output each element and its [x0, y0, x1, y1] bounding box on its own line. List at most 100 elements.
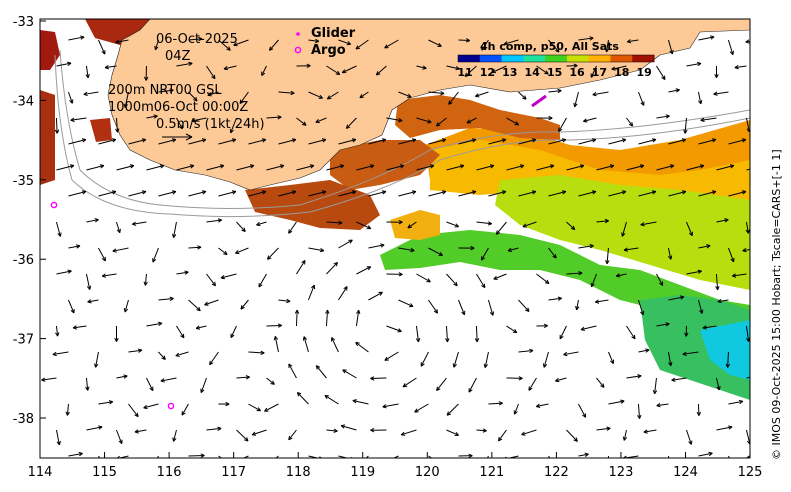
current-arrow-head: [54, 129, 60, 134]
current-arrow: [398, 139, 417, 145]
current-arrow: [685, 429, 692, 445]
current-arrow-head: [573, 63, 578, 68]
current-arrow: [191, 117, 207, 122]
current-arrow: [68, 191, 87, 197]
current-arrow: [488, 139, 507, 145]
current-arrow-head: [448, 100, 453, 105]
current-arrow-head: [470, 245, 475, 251]
current-arrow: [98, 39, 106, 55]
current-arrow-head: [111, 190, 117, 195]
current-arrow-head: [116, 455, 120, 458]
current-arrow-head: [441, 190, 447, 195]
glider-track: [531, 94, 547, 108]
current-arrow-head: [600, 383, 605, 388]
current-arrow: [656, 115, 670, 119]
current-arrow-head: [154, 45, 159, 51]
current-arrow: [746, 168, 750, 171]
current-arrow-head: [652, 389, 658, 395]
sst-field: [40, 19, 750, 400]
current-arrow-head: [193, 96, 198, 102]
current-arrow: [698, 139, 717, 145]
current-arrow: [656, 273, 664, 286]
current-arrow: [181, 403, 189, 416]
current-arrow-head: [270, 380, 275, 385]
current-arrow: [72, 325, 87, 329]
current-arrow-head: [341, 69, 347, 74]
current-arrow-head: [610, 359, 615, 365]
current-arrow: [112, 247, 129, 252]
current-arrow: [236, 429, 249, 442]
current-arrow-head: [261, 190, 267, 195]
latitude-axis: -33 -34 -35 -36 -37 -38: [13, 15, 46, 427]
current-arrow: [85, 377, 89, 391]
current-arrow: [55, 117, 58, 134]
current-arrow: [288, 429, 297, 441]
current-arrow: [758, 140, 775, 144]
current-arrow-head: [512, 328, 518, 334]
current-arrow: [491, 65, 507, 73]
current-arrow-head: [123, 103, 128, 108]
current-arrow: [176, 271, 189, 275]
current-arrow: [331, 337, 339, 353]
current-arrow-head: [573, 102, 578, 108]
current-arrow-head: [745, 39, 750, 44]
current-arrow: [637, 403, 641, 419]
current-arrow: [269, 39, 279, 51]
current-arrow: [583, 117, 597, 122]
current-arrow: [206, 219, 222, 223]
current-arrow-head: [200, 388, 205, 393]
current-arrow-head: [521, 431, 526, 436]
current-arrow-head: [414, 408, 419, 413]
current-arrow-head: [668, 361, 673, 367]
current-arrow: [481, 39, 489, 51]
current-arrow: [453, 351, 459, 368]
current-arrow-head: [315, 119, 320, 124]
current-arrow: [295, 309, 298, 327]
current-arrow-head: [311, 284, 316, 290]
current-arrow-head: [640, 101, 645, 106]
current-arrow-head: [172, 437, 177, 442]
current-arrow-head: [482, 428, 487, 433]
colorbar-segment: [545, 55, 568, 62]
current-arrow-head: [309, 164, 315, 169]
current-arrow-head: [436, 122, 441, 127]
current-arrow-head: [80, 35, 85, 40]
current-arrow-head: [273, 336, 279, 341]
current-arrow: [384, 351, 399, 361]
current-arrow: [188, 38, 203, 41]
current-arrow: [667, 247, 672, 260]
current-arrow: [608, 400, 625, 405]
current-arrow-head: [454, 431, 459, 436]
current-arrow-head: [611, 66, 616, 71]
current-arrow-head: [578, 271, 583, 276]
current-arrow: [727, 39, 734, 55]
current-arrow: [173, 429, 177, 442]
current-arrow: [548, 39, 560, 53]
current-arrow: [428, 191, 447, 197]
current-arrow-head: [591, 138, 597, 143]
current-arrow: [484, 351, 489, 368]
current-arrow-head: [333, 428, 338, 433]
current-arrow: [682, 351, 699, 355]
current-arrow: [266, 324, 282, 327]
current-arrow: [416, 165, 435, 171]
current-arrow: [697, 91, 702, 105]
current-arrow: [207, 91, 219, 96]
current-arrow: [158, 89, 174, 93]
lon-tick-label: 118: [286, 465, 311, 480]
current-arrow-head: [351, 190, 357, 195]
current-arrow: [95, 351, 99, 368]
current-arrow-head: [645, 348, 650, 353]
current-arrow: [606, 39, 609, 53]
hour-label: 04Z: [165, 49, 191, 64]
current-arrow: [355, 310, 360, 327]
current-arrow: [66, 403, 69, 416]
current-arrow: [436, 117, 447, 127]
current-arrow: [684, 117, 687, 134]
current-arrow: [559, 325, 567, 340]
current-arrow-head: [108, 400, 114, 405]
current-arrow: [173, 221, 177, 238]
current-arrow-head: [640, 222, 645, 227]
current-arrow-head: [575, 305, 580, 311]
current-arrow-head: [561, 138, 567, 143]
